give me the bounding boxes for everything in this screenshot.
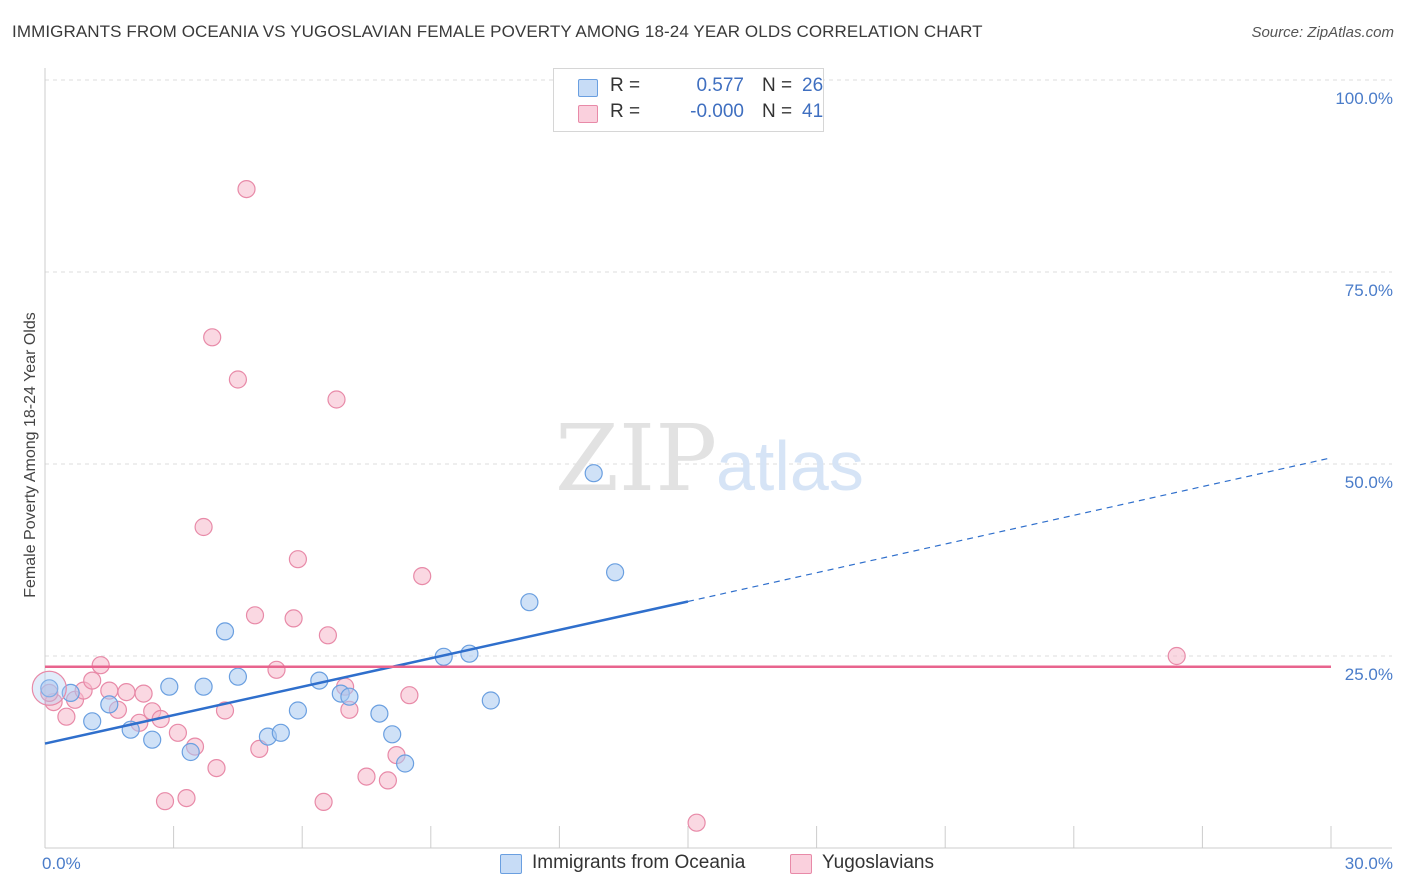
oceania-point-16 [340,687,359,706]
yugoslavian-point-26 [284,609,303,628]
oceania-point-5 [143,730,162,749]
watermark-atlas: atlas [716,427,864,505]
oceania-point-24 [584,464,603,483]
legend-r-value: -0.000 [690,101,744,122]
yugoslavian-point-20 [215,701,235,720]
y-axis-title: Female Poverty Among 18-24 Year Olds [22,312,39,598]
grid-layer [45,79,1392,657]
yugoslavian-point-33 [357,767,376,786]
y-tick-label-3: 100.0% [1335,89,1393,108]
yugoslavian-point-19 [207,758,226,778]
yugoslavian-point-30 [327,390,346,409]
oceania-point-25 [605,563,625,582]
yugoslavian-point-36 [400,686,419,705]
legend-r-label: R = [610,101,641,122]
yugoslavian-point-34 [378,771,397,790]
legend-n-label: N = [762,101,793,122]
yugoslavian-point-25 [267,660,286,679]
watermark: ZIP atlas [555,405,864,512]
yugoslavian-point-39 [1167,646,1186,666]
oceania-point-9 [215,622,235,641]
x-tick-labels: 0.0% 30.0% [42,854,1393,873]
oceania-point-23 [520,593,539,612]
oceania-point-22 [481,691,500,710]
yugoslavian-point-21 [228,370,247,389]
legend-swatch-oceania [578,79,598,97]
legend-r-label: R = [610,75,641,96]
x-tick-label-1: 30.0% [1345,854,1393,873]
chart-title: IMMIGRANTS FROM OCEANIA VS YUGOSLAVIAN F… [12,22,983,41]
yugoslavian-point-17 [194,517,213,537]
axes-layer [44,68,1392,849]
yugoslavian-point-24 [250,739,269,759]
y-axis-label: Female Poverty Among 18-24 Year Olds [22,312,39,598]
oceania-point-18 [383,725,402,744]
oceania-point-7 [181,742,200,762]
points-layer [31,180,1186,832]
yugoslavian-point-29 [318,626,337,645]
yugoslavian-point-23 [245,606,265,625]
oceania-trend-solid [44,600,689,745]
yugoslavian-point-27 [288,550,307,569]
yugoslavian-point-37 [413,566,432,586]
yugoslavian-point-18 [203,328,222,347]
legend-r-value: 0.577 [696,75,744,96]
yugoslavian-point-4 [83,671,102,690]
yugoslavian-point-1 [57,707,76,726]
source-label: Source: ZipAtlas.com [1251,24,1394,41]
stats-legend: R = 0.577 N = 26 R = -0.000 N = 41 [553,68,824,132]
origin-cluster-point [31,670,67,706]
oceania-point-8 [194,677,213,696]
watermark-zip: ZIP [555,405,717,512]
oceania-point-13 [288,701,307,720]
legend-n-value: 41 [802,101,824,122]
oceania-point-6 [160,677,179,696]
oceania-point-19 [396,754,415,773]
oceania-point-10 [228,667,247,686]
yugoslavian-point-13 [155,792,175,811]
legend-swatch-yugoslavians [578,105,598,123]
legend-n-value: 26 [802,75,824,96]
y-tick-labels: 25.0% 50.0% 75.0% 100.0% [1335,89,1393,684]
yugoslavian-point-10 [134,684,153,703]
y-tick-label-2: 75.0% [1345,281,1393,300]
yugoslavian-point-38 [687,813,706,832]
oceania-point-17 [370,704,389,723]
yugoslavian-point-22 [237,180,256,199]
yugoslavian-point-14 [168,723,187,742]
oceania-point-2 [83,712,102,731]
yugoslavian-point-28 [314,792,333,812]
legend-n-label: N = [762,75,793,96]
oceania-point-3 [100,695,119,714]
bottom-legend-label-yugoslavians: Yugoslavians [822,852,934,873]
bottom-legend-label-oceania: Immigrants from Oceania [532,852,746,873]
oceania-point-0 [40,679,59,698]
y-tick-label-1: 50.0% [1345,473,1393,492]
bottom-legend-swatch-oceania [500,854,522,874]
yugoslavian-point-15 [177,788,196,808]
yugoslavian-point-8 [117,682,136,702]
oceania-point-12 [271,723,290,742]
y-tick-label-0: 25.0% [1345,665,1393,684]
bottom-legend-swatch-yugoslavians [790,854,812,874]
yugoslavian-point-5 [91,656,110,675]
trend-layer [44,457,1332,745]
x-tick-label-0: 0.0% [42,854,81,873]
